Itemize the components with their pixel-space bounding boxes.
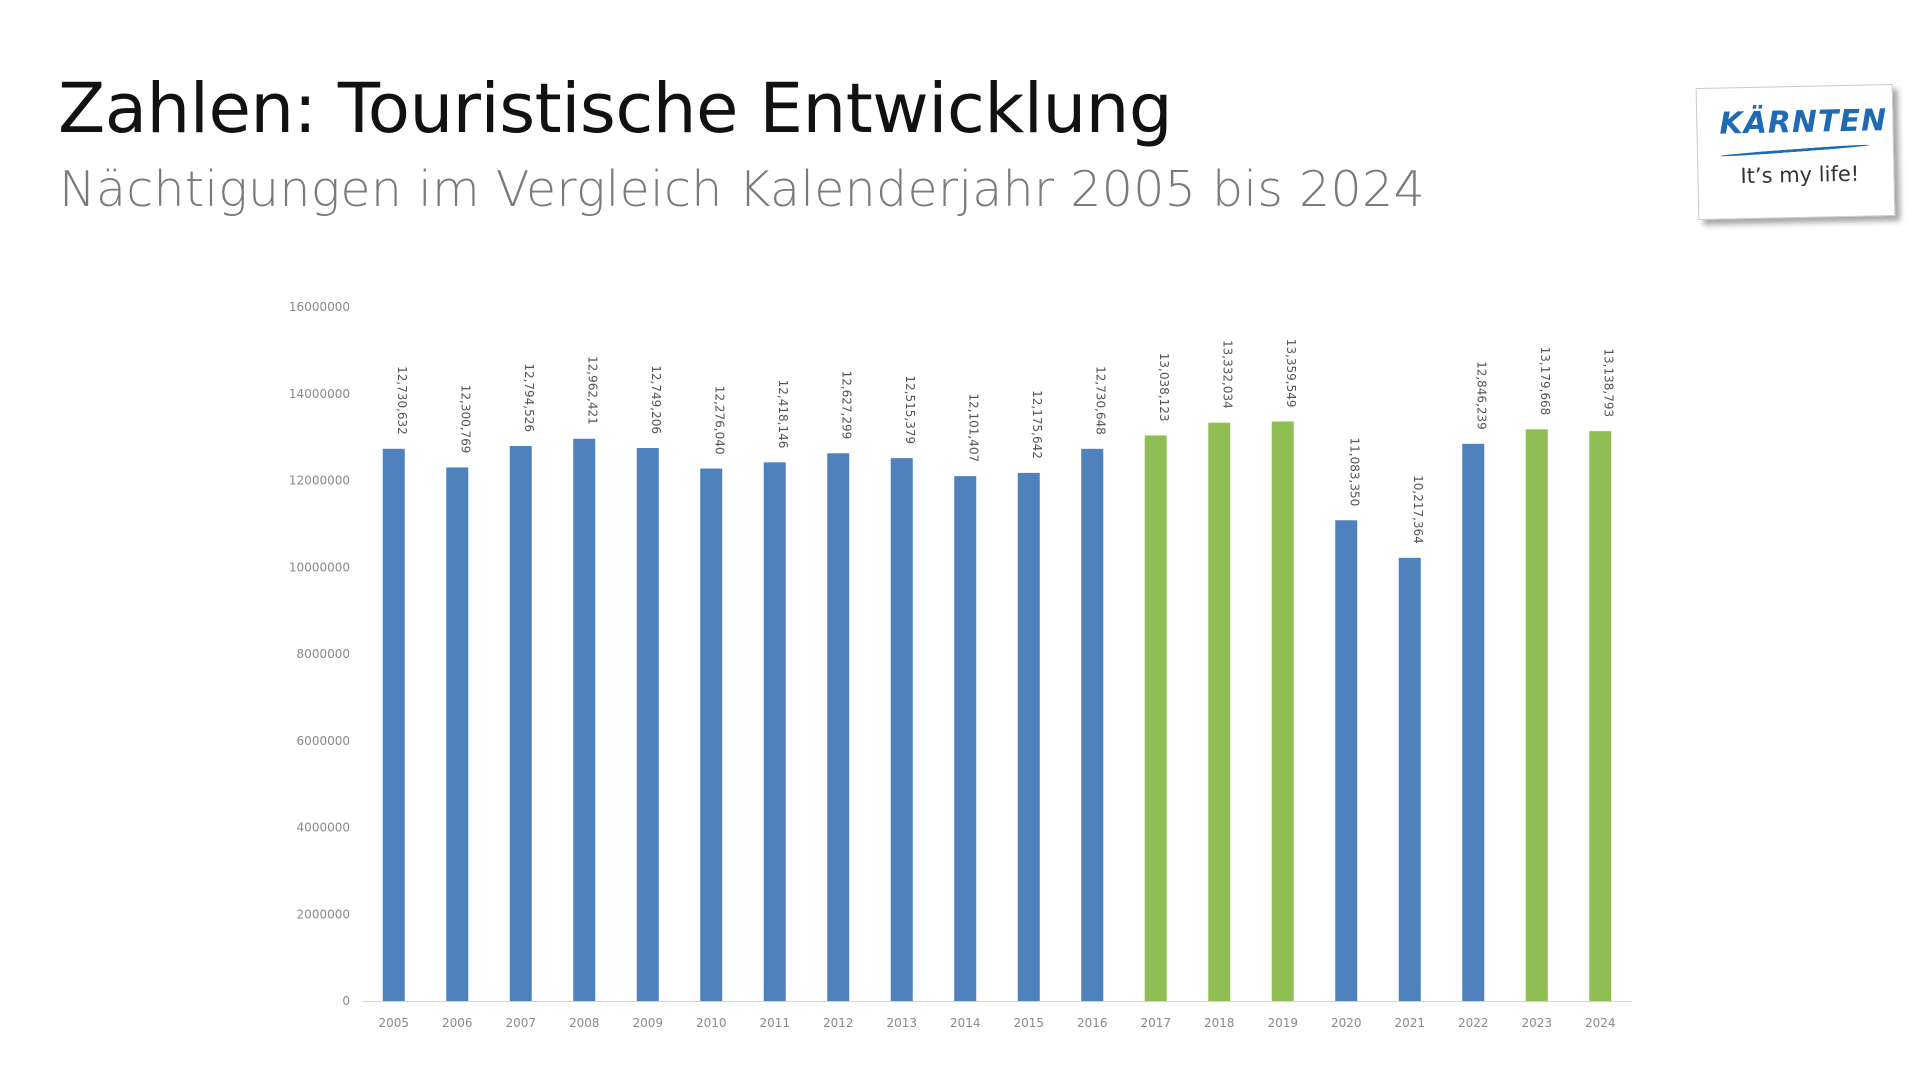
x-tick-label-2019: 2019 — [1267, 1016, 1298, 1030]
y-tick-label: 4000000 — [297, 821, 350, 835]
x-tick-label-2011: 2011 — [759, 1016, 790, 1030]
value-label-2018: 13,332,034 — [1220, 340, 1234, 409]
value-label-2014: 12,101,407 — [966, 393, 980, 462]
x-tick-label-2017: 2017 — [1140, 1016, 1171, 1030]
y-tick-label: 12000000 — [289, 474, 350, 488]
x-tick-label-2022: 2022 — [1458, 1016, 1489, 1030]
bar-2024 — [1589, 431, 1612, 1001]
page-subtitle: Nächtigungen im Vergleich Kalenderjahr 2… — [59, 161, 1425, 218]
value-label-2010: 12,276,040 — [712, 386, 726, 455]
bar-2014 — [954, 476, 977, 1002]
x-tick-label-2015: 2015 — [1013, 1016, 1044, 1030]
value-label-2023: 13,179,668 — [1538, 347, 1552, 416]
value-label-2011: 12,418,146 — [776, 380, 790, 449]
bar-2020 — [1335, 520, 1358, 1001]
value-label-2012: 12,627,299 — [839, 371, 853, 440]
y-tick-label: 10000000 — [289, 560, 350, 574]
value-label-2005: 12,730,632 — [395, 366, 409, 435]
value-label-2016: 12,730,648 — [1093, 366, 1107, 435]
x-tick-label-2023: 2023 — [1521, 1016, 1552, 1030]
y-tick-label: 2000000 — [297, 907, 350, 921]
bar-2017 — [1144, 435, 1167, 1001]
x-tick-label-2010: 2010 — [696, 1016, 727, 1030]
page-title: Zahlen: Touristische Entwicklung — [58, 69, 1173, 149]
bar-2018 — [1208, 422, 1231, 1001]
x-tick-label-2009: 2009 — [632, 1016, 663, 1030]
x-tick-label-2013: 2013 — [886, 1016, 917, 1030]
value-label-2022: 12,846,239 — [1474, 361, 1488, 430]
bar-2013 — [890, 458, 913, 1001]
value-label-2009: 12,749,206 — [649, 365, 663, 434]
value-label-2021: 10,217,364 — [1411, 475, 1425, 544]
value-label-2017: 13,038,123 — [1157, 353, 1171, 422]
x-tick-label-2012: 2012 — [823, 1016, 854, 1030]
y-tick-label: 8000000 — [297, 647, 350, 661]
value-label-2008: 12,962,421 — [585, 356, 599, 425]
bar-2010 — [700, 468, 723, 1002]
value-labels: 12,730,632 12,300,769 12,794,526 12,962,421… — [395, 339, 1616, 544]
x-tick-label-2014: 2014 — [950, 1016, 981, 1030]
bars — [382, 421, 1612, 1002]
value-label-2024: 13,138,793 — [1601, 348, 1615, 417]
bar-2006 — [446, 467, 469, 1002]
value-label-2013: 12,515,379 — [903, 375, 917, 444]
y-axis: 0 2000000 4000000 6000000 8000000 10000000 120… — [289, 300, 350, 1008]
y-tick-label: 0 — [342, 994, 350, 1008]
bar-2021 — [1398, 557, 1421, 1001]
x-tick-label-2005: 2005 — [378, 1016, 409, 1030]
x-tick-label-2006: 2006 — [442, 1016, 473, 1030]
bar-2022 — [1462, 443, 1485, 1001]
y-tick-label: 6000000 — [297, 734, 350, 748]
x-tick-label-2020: 2020 — [1331, 1016, 1362, 1030]
x-tick-label-2021: 2021 — [1394, 1016, 1425, 1030]
x-tick-label-2007: 2007 — [505, 1016, 536, 1030]
x-tick-label-2016: 2016 — [1077, 1016, 1108, 1030]
bar-2012 — [827, 453, 850, 1001]
bar-2015 — [1017, 472, 1040, 1001]
bar-2009 — [636, 448, 659, 1002]
value-label-2015: 12,175,642 — [1030, 390, 1044, 459]
value-label-2019: 13,359,549 — [1284, 339, 1298, 408]
y-tick-label: 16000000 — [289, 300, 350, 314]
bar-2019 — [1271, 421, 1294, 1002]
x-axis: 2005 2006 2007 2008 2009 2010 2011 2012 2013 2014… — [378, 1016, 1615, 1030]
y-tick-label: 14000000 — [289, 387, 350, 401]
bar-2011 — [763, 462, 786, 1001]
bar-2023 — [1525, 429, 1548, 1001]
bar-2008 — [573, 438, 596, 1001]
value-label-2020: 11,083,350 — [1347, 438, 1361, 507]
value-label-2007: 12,794,526 — [522, 363, 536, 432]
x-tick-label-2008: 2008 — [569, 1016, 600, 1030]
bar-2007 — [509, 446, 532, 1001]
bar-2016 — [1081, 448, 1104, 1002]
bar-2005 — [382, 448, 405, 1001]
value-label-2006: 12,300,769 — [458, 385, 472, 454]
x-tick-label-2018: 2018 — [1204, 1016, 1235, 1030]
x-tick-label-2024: 2024 — [1585, 1016, 1616, 1030]
